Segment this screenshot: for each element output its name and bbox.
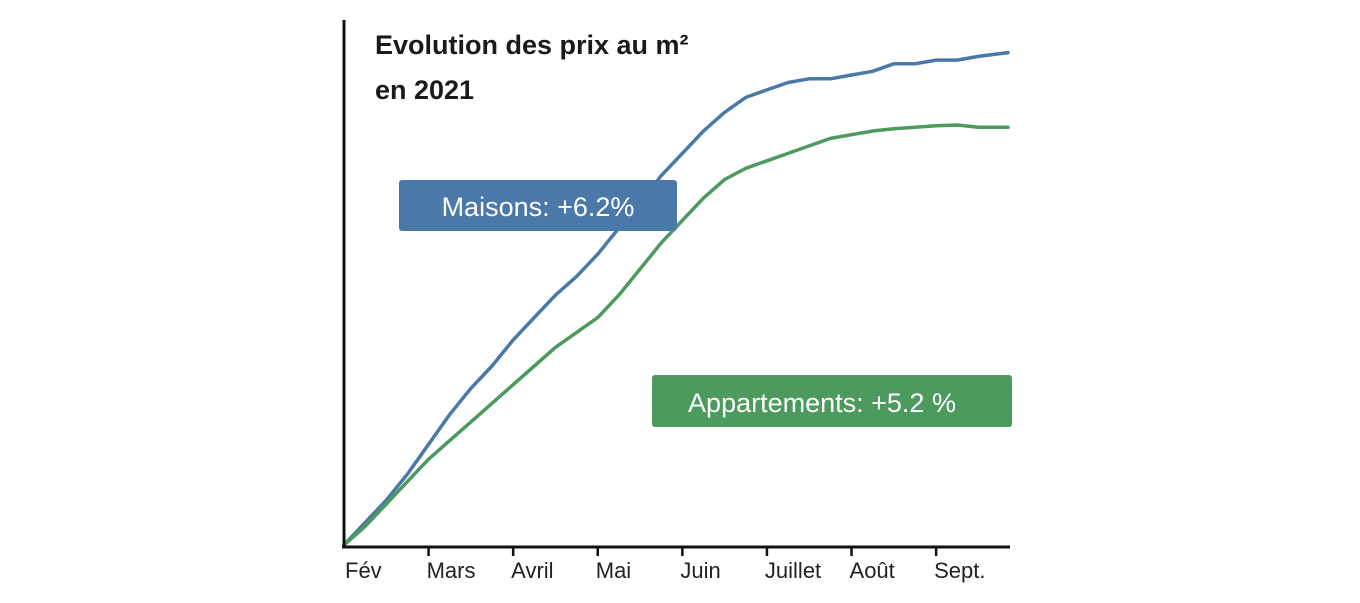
series-label-maisons: Maisons: +6.2% (399, 180, 677, 231)
x-tick-label: Juin (680, 558, 720, 583)
x-tick-label: Sept. (934, 558, 985, 583)
series-label-maisons-text: Maisons: +6.2% (442, 192, 635, 222)
chart-title-line-2: en 2021 (375, 75, 474, 105)
x-tick-label: Mai (596, 558, 631, 583)
chart-title-line-1: Evolution des prix au m² (375, 30, 689, 60)
x-tick-label: Fév (345, 558, 382, 583)
series-layer (342, 50, 1010, 547)
x-tick-label: Avril (511, 558, 553, 583)
series-label-maisons-box (399, 180, 677, 231)
x-tick-label: Août (850, 558, 895, 583)
x-axis-ticks: Fév Mars Avril Mai Juin Juillet Août Sept. (345, 547, 985, 583)
x-tick-label: Mars (427, 558, 476, 583)
series-line-maisons (342, 50, 1010, 547)
x-tick-label: Juillet (765, 558, 821, 583)
series-label-appartements-box (652, 375, 1012, 427)
series-label-appartements: Appartements: +5.2 % (652, 375, 1012, 427)
series-label-appartements-text: Appartements: +5.2 % (688, 388, 956, 418)
series-line-appartements (342, 123, 1010, 547)
